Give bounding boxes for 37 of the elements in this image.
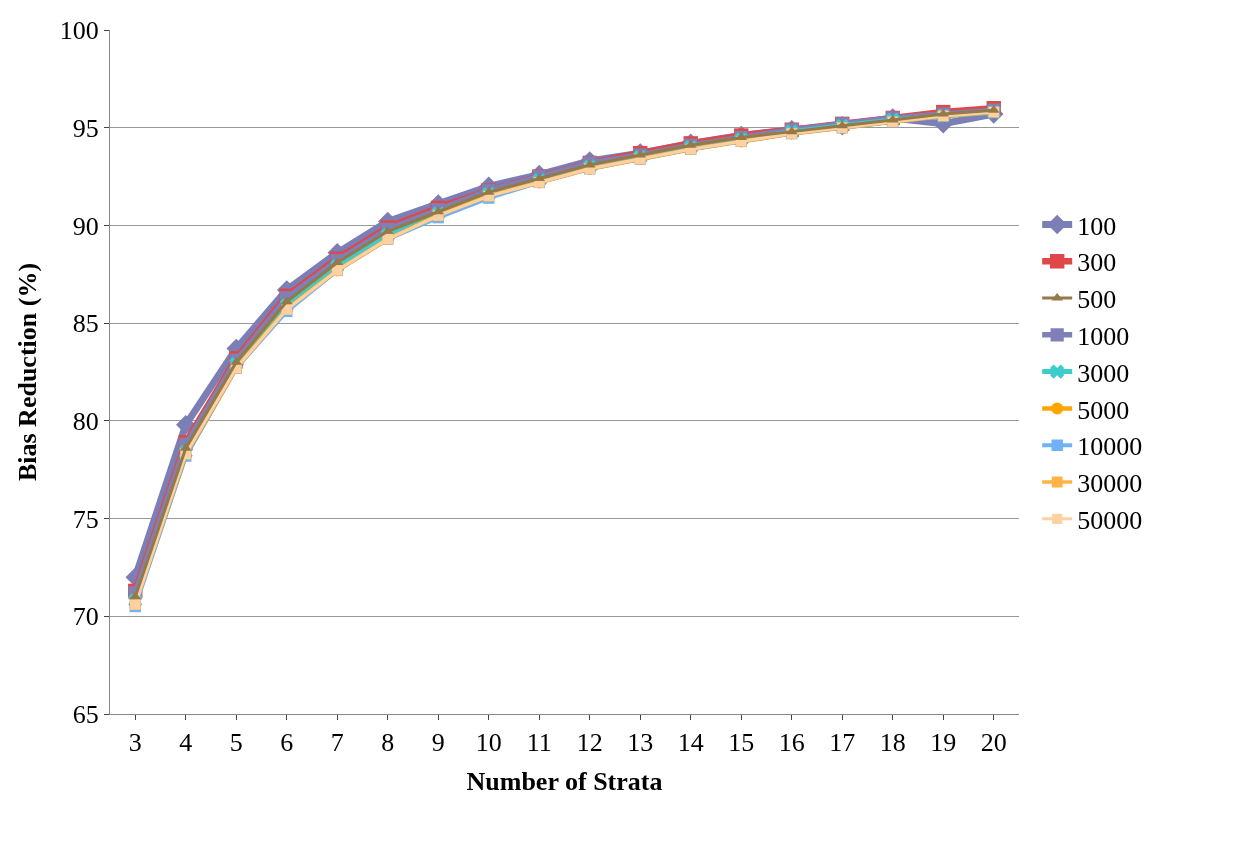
x-tick-label: 17 [829,728,856,758]
x-tick-label: 7 [330,728,344,758]
x-tick-label: 5 [229,728,243,758]
y-tick-label: 65 [72,700,99,730]
legend-label: 300 [1077,248,1117,278]
x-tick-label: 12 [576,728,603,758]
legend-label: 3000 [1077,358,1130,388]
x-tick-label: 11 [526,728,552,758]
x-tick-label: 6 [280,728,294,758]
x-tick-label: 14 [677,728,704,758]
legend-label: 50000 [1077,505,1143,535]
y-tick-label: 100 [59,16,99,46]
y-axis-title: Bias Reduction (%) [13,262,43,482]
y-tick-label: 75 [72,504,99,534]
x-axis-title: Number of Strata [466,766,663,796]
y-tick-label: 95 [72,113,99,143]
y-tick-label: 85 [72,309,99,339]
x-tick-label: 16 [778,728,805,758]
x-tick-label: 19 [930,728,957,758]
x-tick-label: 4 [179,728,193,758]
x-tick-label: 9 [431,728,445,758]
x-tick-label: 15 [728,728,755,758]
x-tick-label: 13 [627,728,654,758]
x-tick-label: 18 [879,728,906,758]
legend-label: 100 [1077,211,1117,241]
legend-label: 500 [1077,285,1117,315]
x-tick-label: 8 [381,728,395,758]
y-tick-label: 70 [72,602,99,632]
x-tick-label: 10 [475,728,502,758]
legend-label: 5000 [1077,395,1130,425]
x-tick-label: 20 [980,728,1007,758]
y-tick-label: 90 [72,211,99,241]
legend-label: 30000 [1077,469,1143,499]
x-tick-label: 3 [128,728,142,758]
legend-label: 1000 [1077,321,1130,351]
legend-label: 10000 [1077,432,1143,462]
y-tick-label: 80 [72,406,99,436]
